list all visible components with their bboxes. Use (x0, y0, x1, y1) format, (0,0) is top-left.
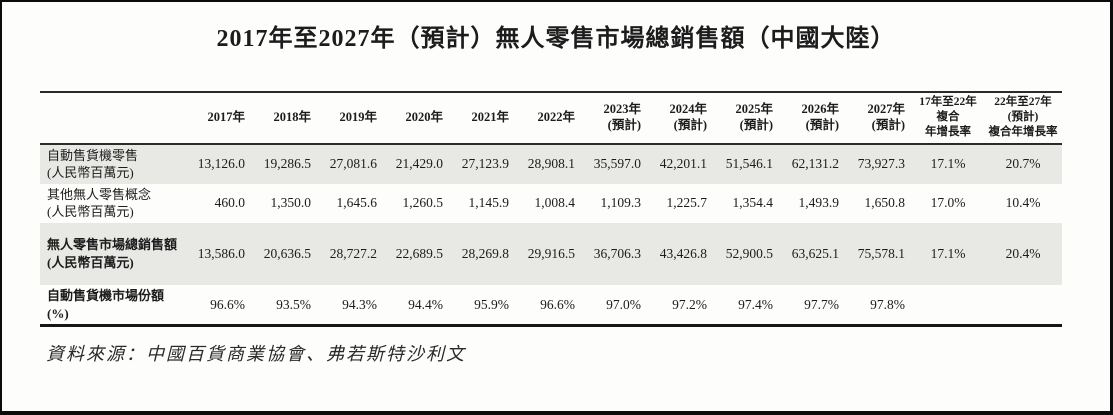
value-cell: 51,546.1 (725, 156, 773, 172)
row-label: 自動售貨機市場份額 (%) (47, 288, 165, 321)
column-header: 17年至22年 複合 年增長率 (912, 92, 984, 145)
cagr-value-cell: 20.4% (1005, 246, 1041, 261)
value-cell: 1,260.5 (402, 195, 444, 211)
value-cell: 97.8% (870, 296, 905, 312)
value-cell: 27,123.9 (461, 156, 509, 172)
value-cell: 1,225.7 (666, 195, 708, 211)
value-cell: 19,286.5 (263, 156, 311, 172)
value-cell: 97.7% (804, 296, 839, 312)
value-cell: 20,636.5 (263, 246, 311, 261)
value-cell: 73,927.3 (857, 156, 905, 172)
value-cell: 43,426.8 (659, 246, 707, 261)
row-label: 自動售貨機零售 (人民幣百萬元) (47, 147, 139, 181)
value-cell: 96.6% (210, 296, 245, 312)
market-sales-table: 2017年 2018年 2019年 2020年 2021年 2022年 2023年 (預計)… (40, 91, 1062, 328)
row-label: 其他無人零售概念 (人民幣百萬元) (47, 186, 152, 220)
row-label: 無人零售市場總銷售額 (人民幣百萬元) (47, 237, 178, 270)
value-cell: 1,493.9 (798, 195, 840, 211)
value-cell: 1,109.3 (600, 195, 642, 211)
value-cell: 96.6% (540, 296, 575, 312)
value-cell: 28,908.1 (527, 156, 575, 172)
value-cell: 1,350.0 (270, 195, 312, 211)
value-cell: 94.4% (408, 296, 443, 312)
column-header: 2019年 (318, 92, 384, 145)
value-cell: 75,578.1 (857, 246, 905, 261)
value-cell: 62,131.2 (791, 156, 839, 172)
table-row: 其他無人零售概念 (人民幣百萬元) 460.0 1,350.0 1,645.6 1,26… (40, 184, 1062, 223)
column-header: 2024年 (預計) (648, 92, 714, 145)
value-cell: 28,727.2 (329, 246, 377, 261)
cagr-value-cell: 17.1% (930, 246, 966, 261)
value-cell: 97.2% (672, 296, 707, 312)
column-header: 2027年 (預計) (846, 92, 912, 145)
value-cell: 29,916.5 (527, 246, 575, 261)
value-cell: 35,597.0 (593, 156, 641, 172)
value-cell: 1,650.8 (864, 195, 906, 211)
page-title: 2017年至2027年（預計）無人零售市場總銷售額（中國大陸） (216, 26, 896, 52)
column-header: 2017年 (186, 92, 252, 145)
value-cell: 1,008.4 (534, 195, 576, 211)
column-header: 2021年 (450, 92, 516, 145)
value-cell: 97.4% (738, 296, 773, 312)
value-cell: 94.3% (342, 296, 377, 312)
cagr-value-cell: 20.7% (1005, 156, 1041, 172)
value-cell: 13,586.0 (197, 246, 245, 261)
column-header: 2018年 (252, 92, 318, 145)
value-cell: 1,145.9 (468, 195, 510, 211)
cagr-value-cell: 17.0% (930, 195, 966, 211)
table-row: 自動售貨機市場份額 (%) 96.6% 93.5% 94.3% 94.4% 95.9% 96… (40, 285, 1062, 326)
corner-cell (40, 92, 186, 145)
value-cell: 28,269.8 (461, 246, 509, 261)
column-header: 2020年 (384, 92, 450, 145)
value-cell: 460.0 (214, 195, 245, 211)
value-cell: 22,689.5 (395, 246, 443, 261)
value-cell: 42,201.1 (659, 156, 707, 172)
source-note: 資料來源：中國百貨商業協會、弗若斯特沙利文 (46, 344, 466, 364)
column-header: 2023年 (預計) (582, 92, 648, 145)
value-cell: 97.0% (606, 296, 641, 312)
column-header: 2022年 (516, 92, 582, 145)
cagr-value-cell (912, 285, 984, 326)
cagr-value-cell (984, 285, 1062, 326)
column-header: 22年至27年 (預計) 複合年增長率 (984, 92, 1062, 145)
value-cell: 1,645.6 (336, 195, 378, 211)
value-cell: 27,081.6 (329, 156, 377, 172)
value-cell: 93.5% (276, 296, 311, 312)
column-header: 2025年 (預計) (714, 92, 780, 145)
cagr-value-cell: 17.1% (930, 156, 966, 172)
cagr-value-cell: 10.4% (1005, 195, 1041, 211)
table-header: 2017年 2018年 2019年 2020年 2021年 2022年 2023年 (預計)… (40, 92, 1062, 145)
column-header: 2026年 (預計) (780, 92, 846, 145)
table-row: 自動售貨機零售 (人民幣百萬元) 13,126.0 19,286.5 27,081.6… (40, 143, 1062, 184)
value-cell: 36,706.3 (593, 246, 641, 261)
value-cell: 13,126.0 (197, 156, 245, 172)
table-body: 自動售貨機零售 (人民幣百萬元) 13,126.0 19,286.5 27,081.6… (40, 143, 1062, 326)
value-cell: 95.9% (474, 296, 509, 312)
table-header-row: 2017年 2018年 2019年 2020年 2021年 2022年 2023年 (預計)… (40, 92, 1062, 145)
value-cell: 52,900.5 (725, 246, 773, 261)
value-cell: 21,429.0 (395, 156, 443, 172)
table-row: 無人零售市場總銷售額 (人民幣百萬元) 13,586.0 20,636.5 28,72… (40, 223, 1062, 285)
value-cell: 63,625.1 (791, 246, 839, 261)
value-cell: 1,354.4 (732, 195, 774, 211)
